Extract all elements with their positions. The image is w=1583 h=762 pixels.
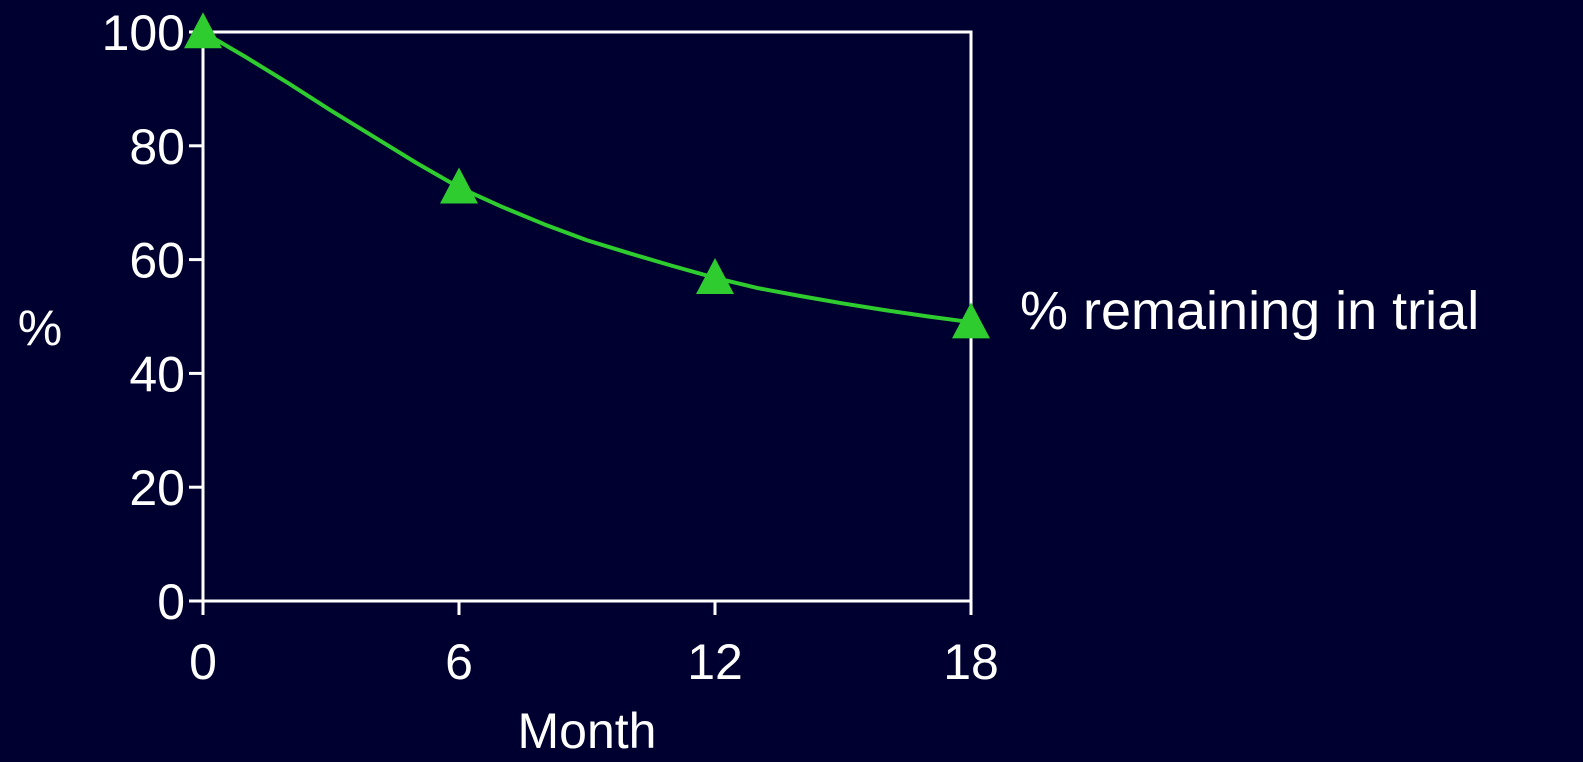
x-axis-label: Month [518, 703, 657, 759]
series-markers [184, 12, 990, 339]
y-tick-label: 20 [129, 460, 185, 516]
x-tick-label: 0 [189, 634, 217, 690]
series-line [201, 30, 972, 325]
y-tick-label: 60 [129, 233, 185, 289]
y-tick-label: 40 [129, 346, 185, 402]
triangle-up-marker [952, 302, 990, 339]
y-axis-label: % [18, 300, 62, 356]
triangle-up-marker [696, 258, 734, 295]
series-label: % remaining in trial [1020, 281, 1479, 341]
y-tick-label: 100 [102, 5, 185, 61]
y-axis-ticks: 0 20 40 60 80 100 [102, 5, 203, 630]
x-tick-label: 18 [943, 634, 999, 690]
triangle-up-marker [440, 167, 478, 204]
y-tick-label: 80 [129, 119, 185, 175]
x-tick-label: 6 [445, 634, 473, 690]
x-tick-label: 12 [687, 634, 743, 690]
triangle-up-marker [184, 12, 222, 49]
y-tick-label: 0 [157, 574, 185, 630]
x-axis-ticks: 0 6 12 18 [189, 601, 999, 690]
